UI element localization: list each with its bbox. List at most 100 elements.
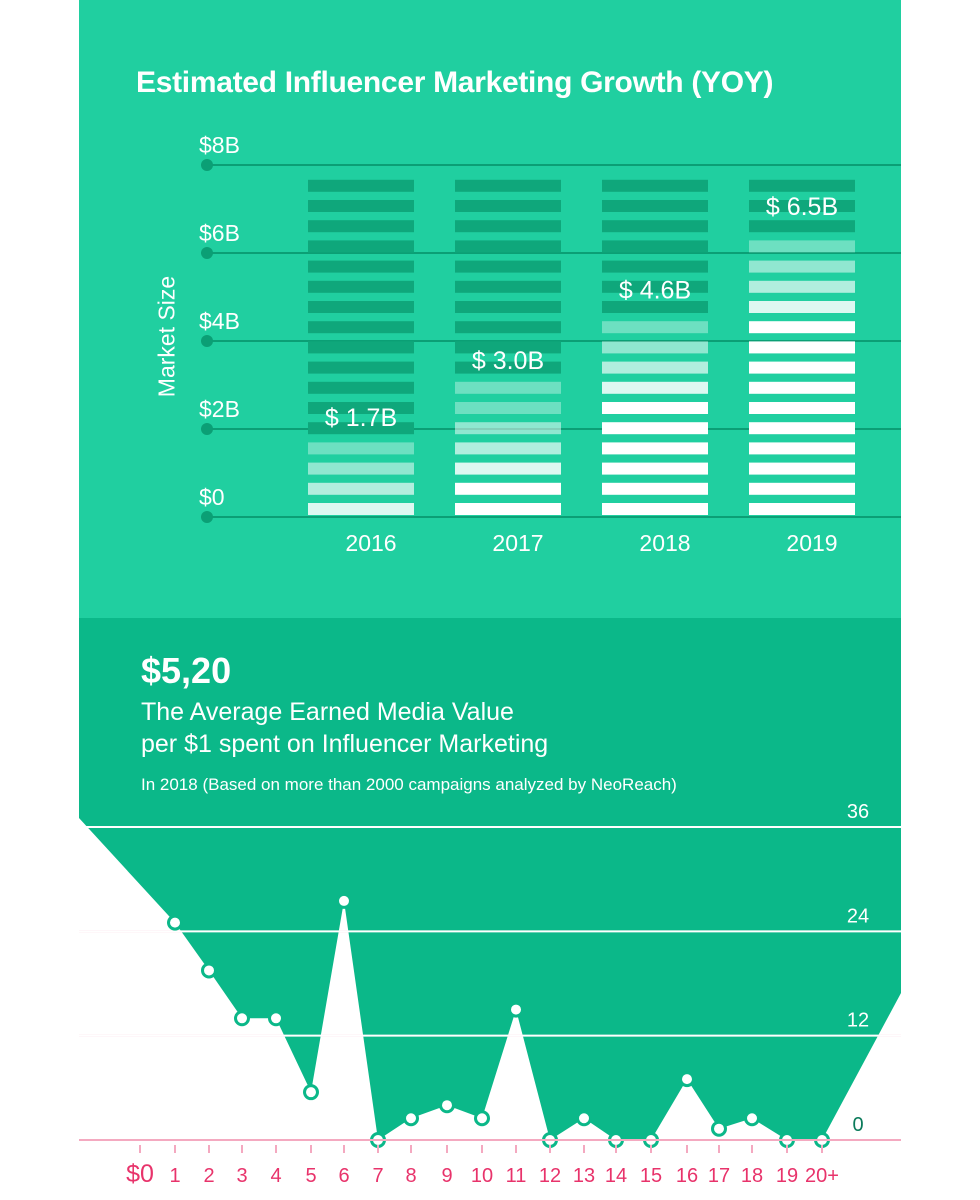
x-tick-label: 5 [305, 1165, 316, 1187]
gridline-dot-2 [201, 335, 213, 347]
x-tick-label: 4 [270, 1165, 281, 1187]
bar-stripe [602, 301, 708, 313]
bar-stripe [308, 462, 414, 475]
x-tick-label: 11 [506, 1165, 527, 1187]
data-point-12 [542, 1132, 558, 1148]
x-tick-label: 16 [676, 1165, 698, 1187]
x-tick-label: 7 [372, 1165, 383, 1187]
bar-stripe [455, 462, 561, 475]
bar-stripe [455, 321, 561, 334]
bar-stripe [308, 482, 414, 495]
bar-stripe [749, 200, 855, 212]
x-tick-label: 3 [236, 1165, 247, 1187]
data-point-6 [336, 892, 352, 909]
bar-2019 [749, 179, 855, 515]
bar-stripe [602, 503, 708, 515]
bar-stripe [749, 503, 855, 515]
bar-stripe [308, 220, 414, 233]
bar-value-label-2017: $ 3.0B [472, 347, 544, 375]
y-tick-label: $4B [199, 308, 240, 334]
data-point-19 [779, 1132, 795, 1148]
bar-stripe [602, 381, 708, 394]
x-tick-label: 9 [441, 1165, 452, 1187]
bar-stripe [455, 260, 561, 273]
y-tick-label: $8B [199, 132, 240, 158]
bar-stripe [749, 321, 855, 334]
x-tick-label: 14 [605, 1165, 627, 1187]
data-point-1 [167, 914, 183, 931]
bar-stripe [455, 240, 561, 253]
y-tick-label: $0 [199, 484, 225, 510]
bar-2016 [308, 179, 414, 515]
data-point-10 [474, 1110, 490, 1127]
data-point-9 [439, 1097, 455, 1114]
bar-stripe [455, 422, 561, 435]
y-tick-label: $2B [199, 396, 240, 422]
bar-stripe [308, 442, 414, 455]
bar-stripe [308, 341, 414, 354]
bar-stripe [308, 321, 414, 334]
gridline-dot-1 [201, 423, 213, 435]
data-point-11 [508, 1001, 524, 1018]
bar-stripe [602, 200, 708, 212]
data-point-2 [201, 962, 217, 979]
bar-stripe [602, 220, 708, 233]
bar-stripe [455, 179, 561, 192]
chart-title: Estimated Influencer Marketing Growth (Y… [136, 66, 774, 99]
bar-stripe [308, 361, 414, 374]
bar-stripe [308, 422, 414, 435]
y-tick-label: 24 [847, 905, 869, 927]
stat-description-line-1: The Average Earned Media Value [141, 698, 514, 726]
data-point-14 [608, 1132, 624, 1148]
bar-stripe [602, 402, 708, 414]
bar-stripe [455, 301, 561, 313]
x-tick-label: 12 [539, 1165, 561, 1187]
bar-value-label-2018: $ 4.6B [619, 277, 691, 305]
bar-stripe [455, 381, 561, 394]
x-tick-label: 1 [169, 1165, 180, 1187]
bar-stripe [308, 503, 414, 515]
bar-stripe [749, 240, 855, 253]
bar-stripe [602, 482, 708, 495]
bar-stripe [749, 220, 855, 233]
bar-stripe [602, 280, 708, 293]
stat-note: In 2018 (Based on more than 2000 campaig… [141, 775, 677, 794]
bar-stripe [602, 321, 708, 334]
bar-chart: $0 $2B $4B $6B $8B $ 1.7B 2016 $ 3.0B 2017 $ 4.6B… [199, 132, 901, 556]
gridline-dot-0 [201, 511, 213, 523]
bar-stripe [749, 402, 855, 414]
bar-stripe [602, 422, 708, 435]
bar-stripe [308, 381, 414, 394]
bar-stripe [308, 240, 414, 253]
bar-stripe [455, 402, 561, 414]
x-tick-label: 13 [573, 1165, 595, 1187]
bar-stripe [308, 301, 414, 313]
data-point-5 [303, 1084, 319, 1101]
area-fill [79, 818, 901, 1140]
bar-stripe [455, 361, 561, 374]
bar-stripe [749, 422, 855, 435]
x-tick-label: 17 [708, 1165, 730, 1187]
bar-stripe [749, 361, 855, 374]
bar-stripe [455, 220, 561, 233]
gridline-dot-4 [201, 159, 213, 171]
x-tick-label-2018: 2018 [639, 530, 690, 556]
y-tick-label: 0 [852, 1114, 863, 1136]
bar-stripe [455, 280, 561, 293]
gridline-dot-3 [201, 247, 213, 259]
bar-stripe [602, 341, 708, 354]
bar-stripe [749, 482, 855, 495]
x-tick-label: 6 [338, 1165, 349, 1187]
bar-stripe [749, 179, 855, 192]
bar-stripe [749, 462, 855, 475]
data-point-15 [643, 1132, 659, 1148]
bar-stripe [455, 442, 561, 455]
bar-stripe [749, 301, 855, 313]
bar-stripe [749, 341, 855, 354]
x-tick-label: 2 [203, 1165, 214, 1187]
bar-value-label-2016: $ 1.7B [325, 404, 397, 432]
bar-2018 [602, 179, 708, 515]
x-tick-label-2017: 2017 [492, 530, 543, 556]
bar-value-label-2019: $ 6.5B [766, 193, 838, 221]
bar-stripe [308, 260, 414, 273]
